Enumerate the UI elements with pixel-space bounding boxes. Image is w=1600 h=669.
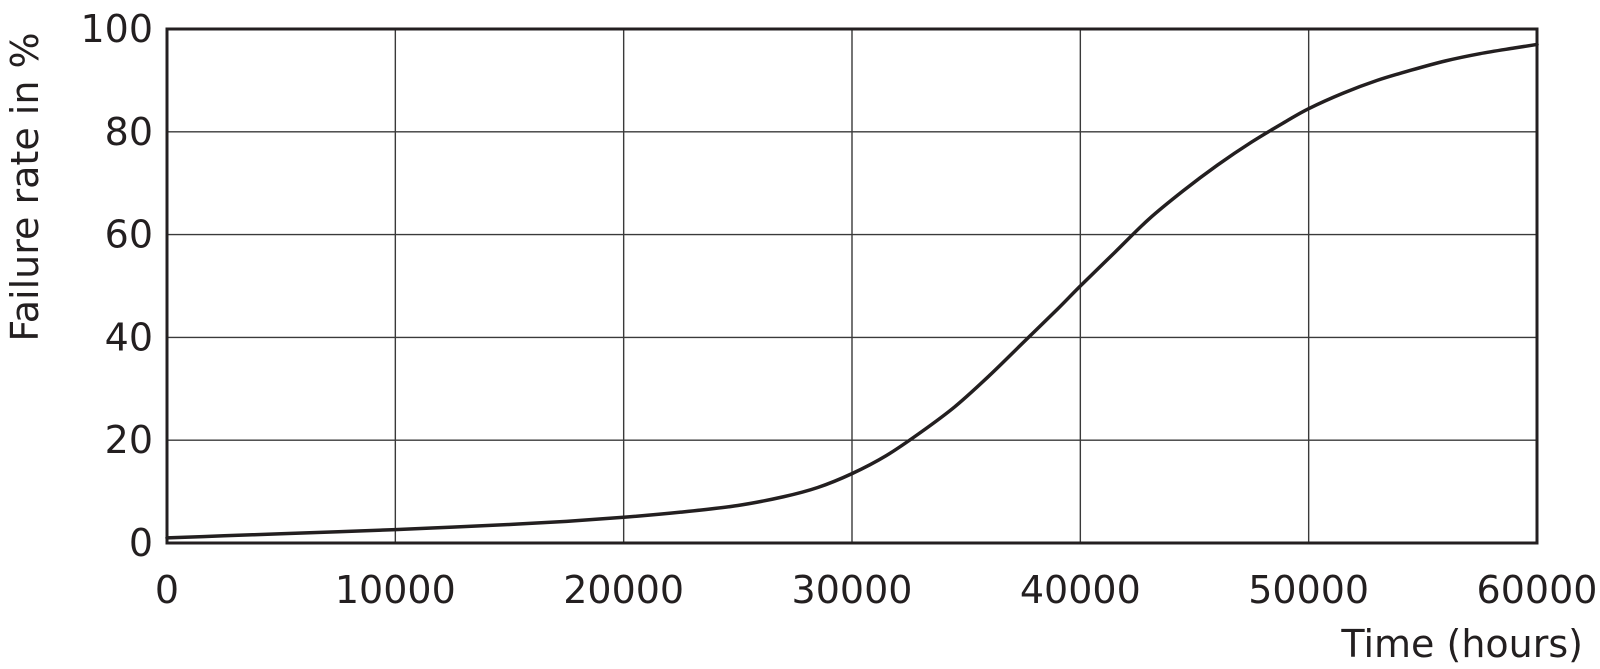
series-group [165, 42, 1539, 540]
x-tick-labels: 0 10000 20000 30000 40000 50000 60000 [155, 568, 1598, 612]
x-tick-label: 50000 [1248, 568, 1369, 612]
x-tick-label: 20000 [563, 568, 684, 612]
failure-rate-line [165, 42, 1539, 540]
x-tick-label: 40000 [1020, 568, 1141, 612]
y-tick-label: 20 [105, 418, 153, 462]
y-axis-title: Failure rate in % [3, 32, 47, 341]
x-tick-label: 0 [155, 568, 179, 612]
x-tick-label: 10000 [335, 568, 456, 612]
y-tick-label: 0 [129, 521, 153, 565]
x-tick-label: 60000 [1477, 568, 1598, 612]
y-tick-labels: 0 20 40 60 80 100 [80, 7, 153, 565]
y-tick-label: 60 [105, 213, 153, 257]
plot-frame [165, 27, 1539, 545]
y-tick-label: 80 [105, 110, 153, 154]
y-tick-label: 100 [80, 7, 153, 51]
grid-lines [167, 29, 1537, 543]
x-axis-title: Time (hours) [1340, 622, 1583, 666]
x-tick-label: 30000 [792, 568, 913, 612]
y-tick-label: 40 [105, 315, 153, 359]
